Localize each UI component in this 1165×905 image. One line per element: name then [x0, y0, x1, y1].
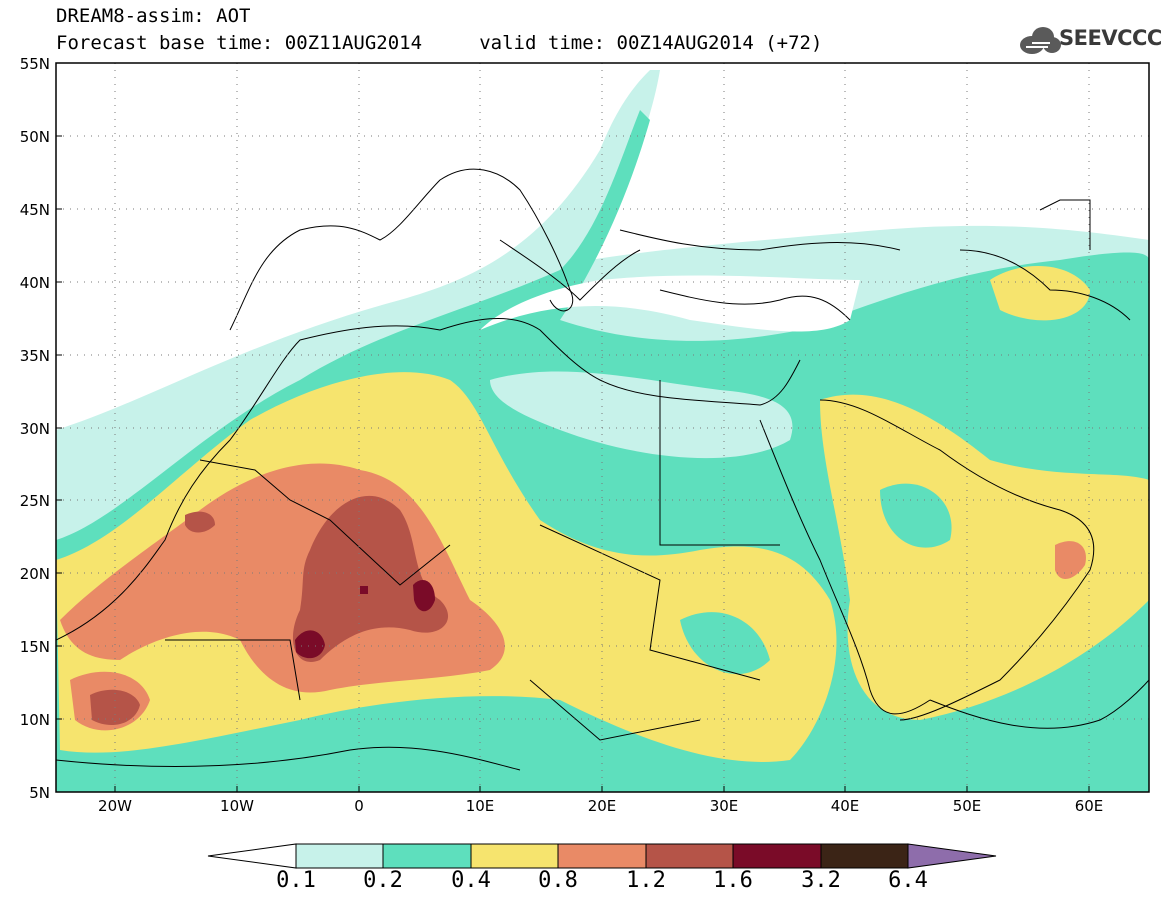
colorbar-swatch-5: [645, 843, 734, 869]
colorbar-swatch-1: [295, 843, 384, 869]
cloud-icon: [1020, 27, 1061, 54]
lat-label-50n: 50N: [19, 128, 50, 146]
colorbar-label-0.4: 0.4: [451, 868, 491, 893]
colorbar: [207, 843, 997, 869]
aot-band-1.2: [292, 495, 449, 662]
aot-band-0.8-oman: [1055, 541, 1086, 580]
colorbar-swatch-2: [382, 843, 472, 869]
lon-label-0: 0: [354, 797, 364, 815]
lon-label-50e: 50E: [952, 797, 982, 815]
coastlines: [56, 168, 1149, 771]
lat-label-25n: 25N: [19, 492, 50, 510]
graticule: [56, 63, 1149, 792]
lat-label-10n: 10N: [19, 711, 50, 729]
aot-clear-patch: [490, 371, 793, 459]
lon-label-60e: 60E: [1074, 797, 1104, 815]
lat-label-45n: 45N: [19, 201, 50, 219]
lon-label-20e: 20E: [587, 797, 617, 815]
colorbar-label-0.8: 0.8: [538, 868, 578, 893]
lat-label-35n: 35N: [19, 347, 50, 365]
colorbar-swatch-7: [820, 843, 909, 869]
axis-ticks: [56, 135, 1090, 792]
aot-band-1.2-mauritania: [185, 511, 215, 533]
lat-label-40n: 40N: [19, 274, 50, 292]
aot-field: [56, 70, 1149, 792]
logo-text: SEEVCCC: [1059, 26, 1162, 50]
aot-band-0.4-arabia: [820, 394, 1149, 720]
lat-label-5n: 5N: [29, 784, 50, 802]
colorbar-label-3.2: 3.2: [801, 868, 841, 893]
lon-label-10w: 10W: [220, 797, 254, 815]
colorbar-swatch-8: [907, 843, 997, 869]
aot-hole-1: [880, 483, 952, 548]
lon-label-20w: 20W: [98, 797, 132, 815]
colorbar-swatch-4: [557, 843, 647, 869]
aot-band-1.6-a: [295, 630, 325, 659]
aot-hole-2: [680, 612, 770, 675]
lat-label-15n: 15N: [19, 638, 50, 656]
colorbar-label-0.1: 0.1: [276, 868, 316, 893]
colorbar-label-1.6: 1.6: [713, 868, 753, 893]
lat-label-30n: 30N: [19, 420, 50, 438]
lon-label-10e: 10E: [465, 797, 495, 815]
colorbar-swatch-3: [470, 843, 559, 869]
colorbar-label-1.2: 1.2: [626, 868, 666, 893]
map-title: DREAM8-assim: AOT: [56, 5, 251, 27]
colorbar-label-0.2: 0.2: [363, 868, 403, 893]
aot-band-1.6-c: [360, 586, 368, 594]
aot-band-1.6-b: [413, 580, 435, 612]
lon-label-40e: 40E: [830, 797, 860, 815]
lat-label-55n: 55N: [19, 55, 50, 73]
aot-band-0.4-caspian: [990, 266, 1090, 321]
lat-label-20n: 20N: [19, 565, 50, 583]
forecast-time-subtitle: Forecast base time: 00Z11AUG2014 valid t…: [56, 32, 823, 54]
colorbar-swatch-6: [732, 843, 822, 869]
colorbar-label-6.4: 6.4: [888, 868, 928, 893]
lon-label-30e: 30E: [709, 797, 739, 815]
aot-clear-mediterranean: [480, 275, 860, 332]
colorbar-swatch-0: [207, 843, 297, 869]
